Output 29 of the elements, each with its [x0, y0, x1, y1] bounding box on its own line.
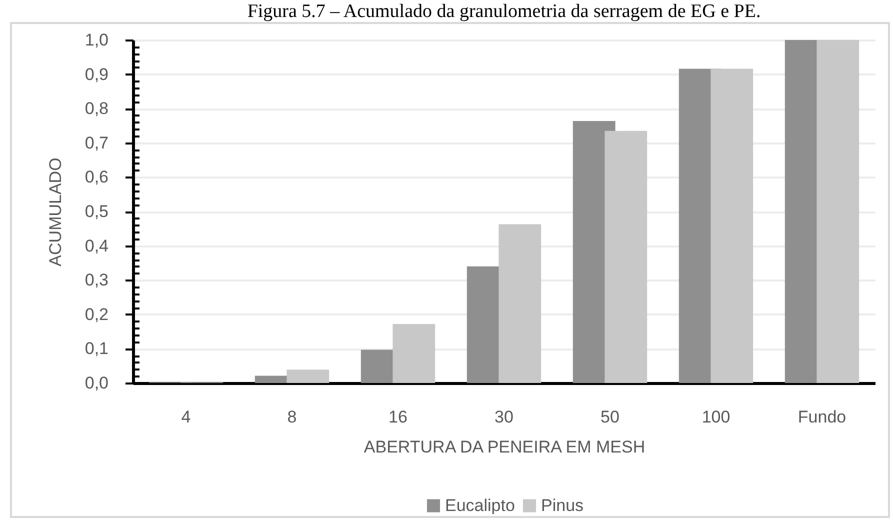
bar [710, 68, 754, 383]
legend-label: Eucalipto [445, 496, 515, 515]
x-axis-title: ABERTURA DA PENEIRA EM MESH [364, 438, 646, 456]
x-tick-label: Fundo [798, 408, 846, 426]
y-tick-label: 0,8 [84, 99, 108, 118]
y-axis-title: ACUMULADO [46, 158, 65, 266]
x-tick-label: 30 [494, 408, 514, 426]
x-tick-label: 4 [181, 408, 191, 426]
bar [286, 370, 330, 383]
bar [498, 224, 542, 383]
x-tick-label: 100 [702, 408, 730, 426]
y-tick-label: 0,0 [84, 374, 108, 392]
y-tick-label: 0,3 [84, 270, 108, 290]
y-tick-label: 0,4 [84, 236, 108, 256]
y-tick-label: 0,6 [84, 168, 108, 187]
y-tick-label: 0,1 [84, 339, 108, 358]
y-tick-label: 0,2 [84, 304, 108, 324]
y-tick-label: 0,7 [84, 133, 108, 152]
x-tick-label: 50 [600, 408, 620, 426]
y-tick-label: 0,9 [84, 64, 108, 84]
x-tick-label: 8 [287, 408, 297, 426]
x-tick-label: 16 [388, 408, 408, 426]
bar [392, 324, 436, 383]
chart-title: Figura 5.7 – Acumulado da granulometria da serragem de EG e PE. [247, 1, 761, 22]
legend-label: Pinus [541, 496, 584, 515]
y-tick-label: 0,5 [84, 202, 108, 221]
bar [816, 40, 860, 383]
y-tick-label: 1,0 [84, 30, 108, 50]
bar [604, 130, 648, 383]
